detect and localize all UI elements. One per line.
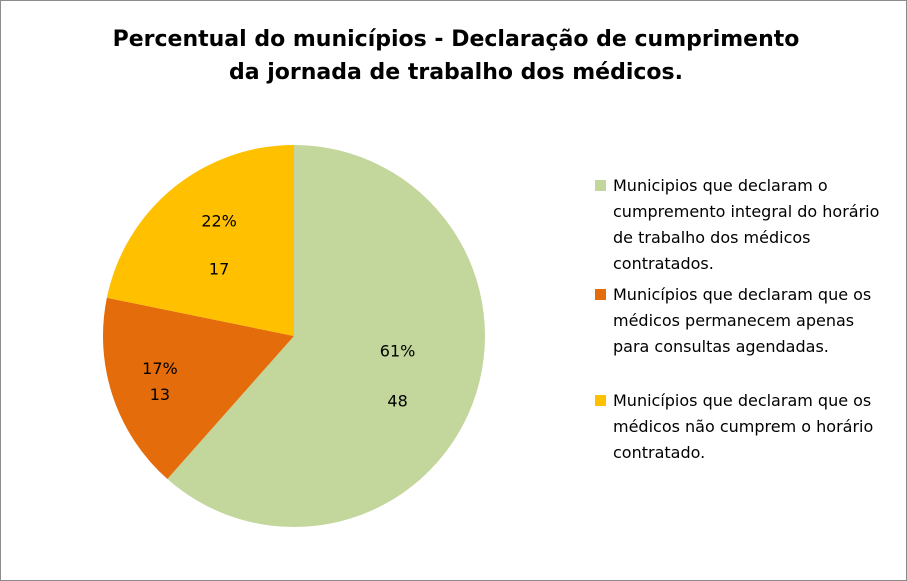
legend-swatch [595, 395, 606, 406]
legend-label: Municípios que declaram que os médicos p… [613, 285, 872, 356]
pie-slice [167, 145, 485, 527]
chart-title-line-1: Percentual do municípios - Declaração de… [112, 27, 800, 52]
slice-percent-label: 22% [201, 211, 237, 230]
legend-swatch [595, 180, 606, 191]
legend-label: Municípios que declaram que os médicos n… [613, 391, 874, 462]
slice-value-label: 17 [209, 259, 229, 278]
legend-item-full-compliance: Municipios que declaram o cumpremento in… [595, 173, 895, 277]
legend-label: Municipios que declaram o cumpremento in… [613, 176, 880, 273]
slice-percent-label: 17% [142, 359, 178, 378]
pie-slice [102, 297, 294, 479]
slice-percent-label: 61% [380, 341, 416, 360]
pie-slice [106, 145, 294, 336]
slice-value-label: 13 [150, 385, 170, 404]
legend-item-non-compliance: Municípios que declaram que os médicos n… [595, 388, 895, 466]
chart-title: Percentual do municípios - Declaração de… [61, 23, 851, 89]
legend-swatch [595, 289, 606, 300]
chart-title-line-2: da jornada de trabalho dos médicos. [229, 60, 683, 85]
slice-value-label: 48 [387, 391, 407, 410]
legend: Municipios que declaram o cumpremento in… [595, 173, 895, 466]
legend-item-scheduled-only: Municípios que declaram que os médicos p… [595, 282, 895, 360]
